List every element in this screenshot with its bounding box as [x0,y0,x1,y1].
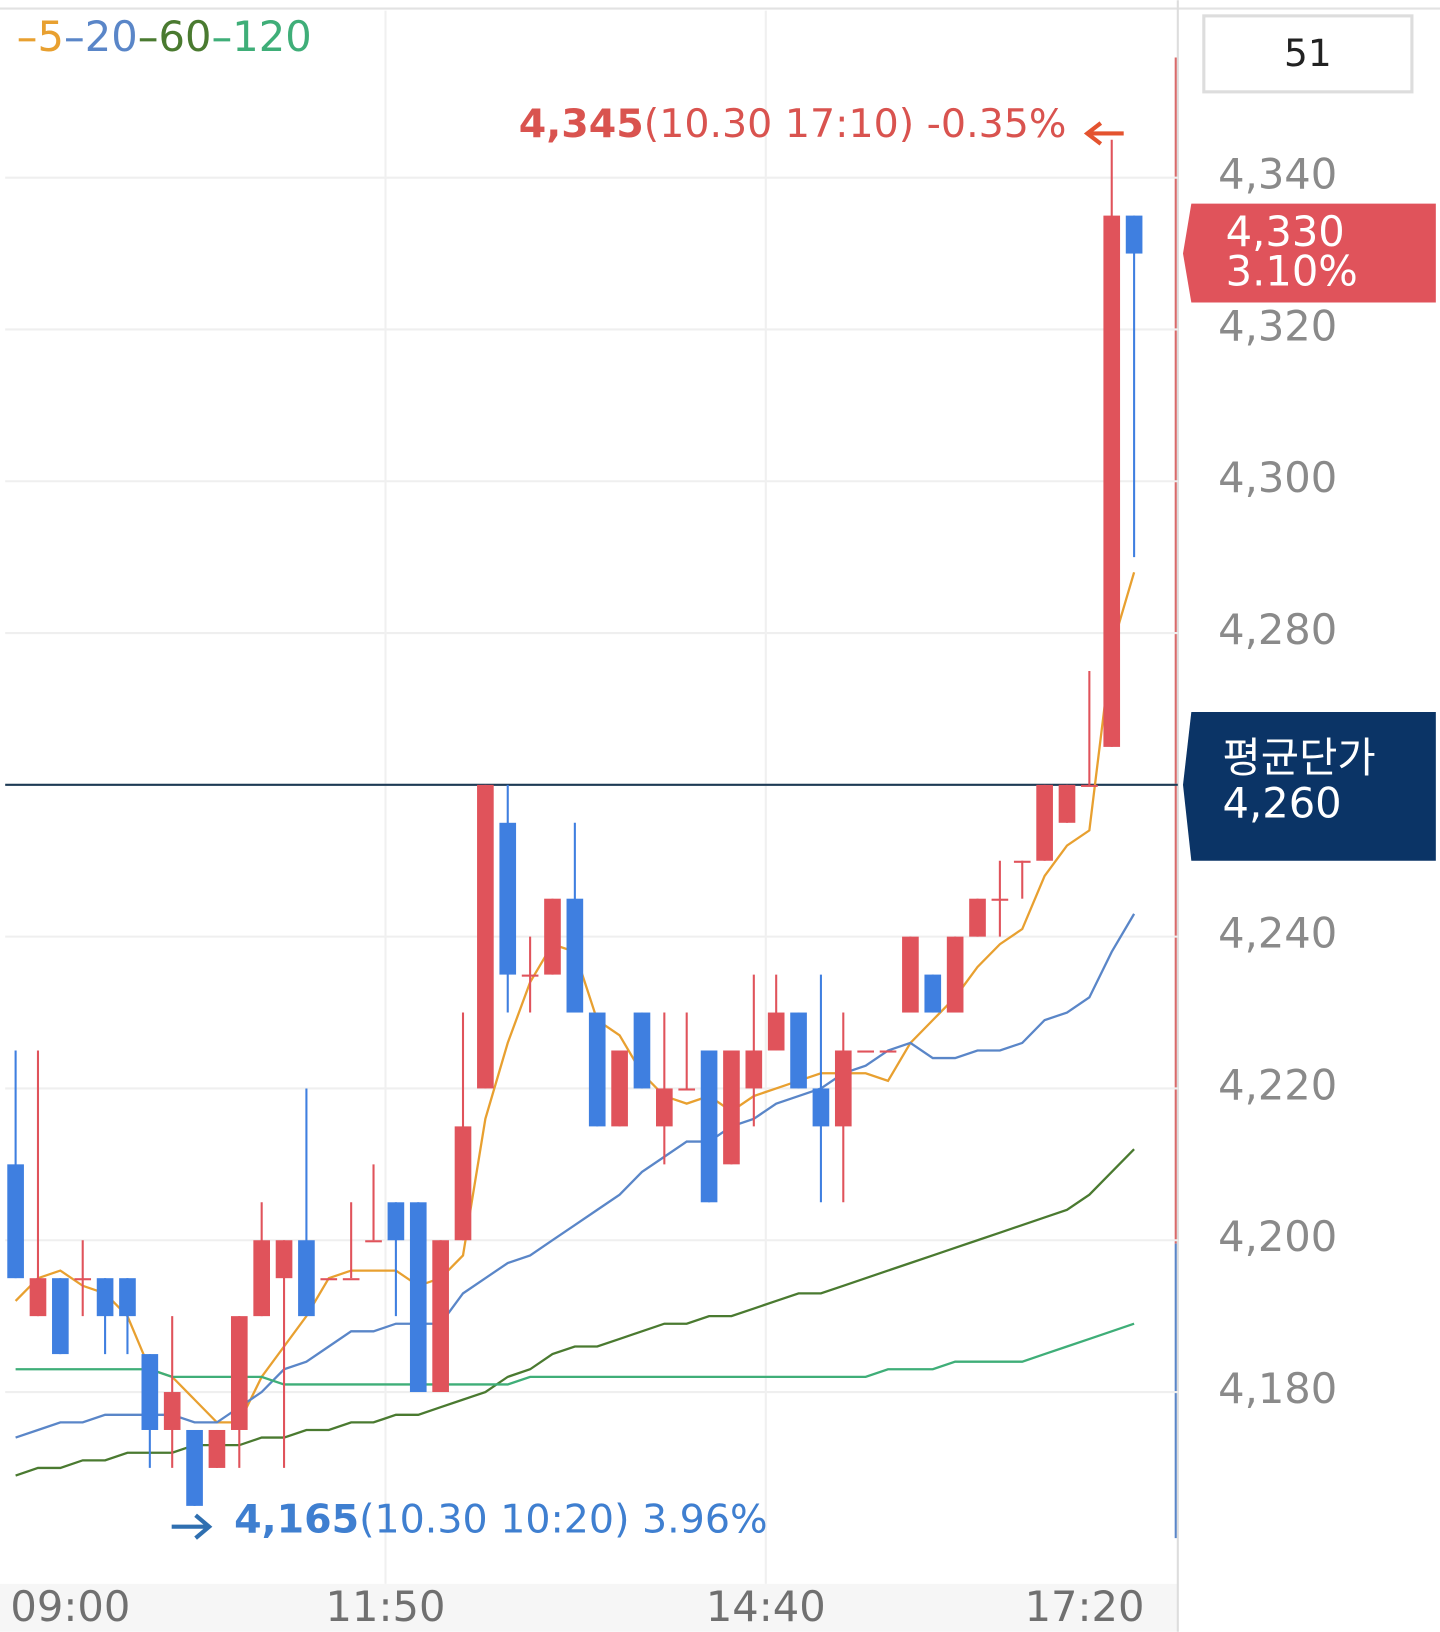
moving-average-line [15,913,1136,1439]
candle-body [790,1012,807,1089]
average-price-label: 4,260 [1223,779,1342,828]
candle-body [588,1012,606,1127]
x-tick-label: 17:20 [1025,1582,1145,1631]
candle-body [7,1164,24,1279]
candle-body [1125,215,1143,254]
candle-body [141,1354,159,1430]
candle-body [163,1392,181,1430]
y-tick-label: 4,220 [1218,1060,1337,1109]
candle-body [365,1240,382,1243]
candle-body [1103,215,1121,747]
min-time: (10.30 10:20) [359,1496,629,1542]
candle-body [566,898,584,1013]
legend-label: 5 [37,12,63,61]
legend-label: 20 [85,12,138,61]
average-price-tag [1183,712,1436,861]
candle-body [1081,784,1098,787]
max-time: (10.30 17:10) [644,101,914,147]
candle-body [633,1012,651,1089]
max-change: -0.35% [927,101,1067,147]
current-price-tag [1183,203,1436,303]
candle-body [208,1429,226,1468]
badge-text: 51 [1284,31,1332,75]
candle-body [342,1278,360,1281]
candle-body [991,898,1009,901]
candle-body [52,1278,69,1355]
candle-body [611,1050,628,1127]
candle-body [454,1126,472,1241]
y-tick-label: 4,180 [1218,1364,1337,1413]
candle-body [499,822,517,975]
legend-label: 120 [232,12,311,61]
badge-box[interactable] [1202,14,1414,94]
candle-body [186,1429,203,1506]
y-tick-label: 4,200 [1218,1212,1337,1261]
candle-body [544,898,561,975]
min-change: 3.96% [642,1496,768,1542]
max-value: 4,345 [519,101,644,147]
candle-body [879,1050,897,1053]
candle-body [298,1240,315,1317]
candle-body [857,1050,874,1053]
candle-body [1058,784,1076,823]
candle-body [96,1278,114,1317]
candle-body [700,1050,718,1203]
candle-body [119,1278,136,1317]
candle-body [745,1050,763,1089]
candles [7,139,1143,1506]
candle-body [230,1316,248,1430]
candle-body [320,1278,338,1281]
candle-body [29,1278,47,1317]
candle-body [275,1240,293,1279]
candle-body [387,1202,405,1241]
candle-body [834,1050,852,1127]
average-price-title: 평균단가 [1223,733,1376,782]
y-tick-label: 4,280 [1218,605,1337,654]
candle-body [409,1202,427,1393]
min-value: 4,165 [234,1496,359,1542]
candle-body [812,1088,830,1127]
candle-body [74,1278,92,1281]
y-tick-label: 4,340 [1218,150,1337,199]
candle-body [253,1240,270,1317]
candle-body [902,936,919,1013]
x-axis-band [0,1583,1178,1632]
candle-body [521,974,539,977]
candle-body [767,1012,785,1051]
candle-body [924,974,942,1013]
candle-body [477,784,494,1089]
candle-body [723,1050,740,1165]
moving-average-line [15,1322,1135,1386]
candle-body [1036,784,1053,861]
candle-body [656,1088,673,1127]
x-tick-label: 11:50 [326,1582,446,1631]
y-tick-label: 4,240 [1218,909,1337,958]
min-arrow [171,1513,213,1540]
min-annotation: 4,165(10.30 10:20) 3.96% [234,1496,767,1542]
candle-body [969,898,986,937]
x-tick-label: 09:00 [10,1582,130,1631]
y-tick-label: 4,320 [1218,301,1337,350]
max-arrow [1083,121,1124,146]
candle-body [1013,860,1031,863]
candle-body [432,1240,449,1393]
max-annotation: 4,345(10.30 17:10) -0.35% [519,101,1067,147]
legend-label: 60 [159,12,212,61]
current-price-change: 3.10% [1226,246,1358,295]
candle-body [946,936,964,1013]
y-tick-label: 4,300 [1218,453,1337,502]
overlay: 4,180 4,200 4,220 4,240 4,260 4,280 4,300 4,320… [10,12,1436,1631]
x-tick-label: 14:40 [706,1582,826,1631]
candle-body [678,1088,696,1091]
current-price-label: 4,330 [1226,207,1345,256]
